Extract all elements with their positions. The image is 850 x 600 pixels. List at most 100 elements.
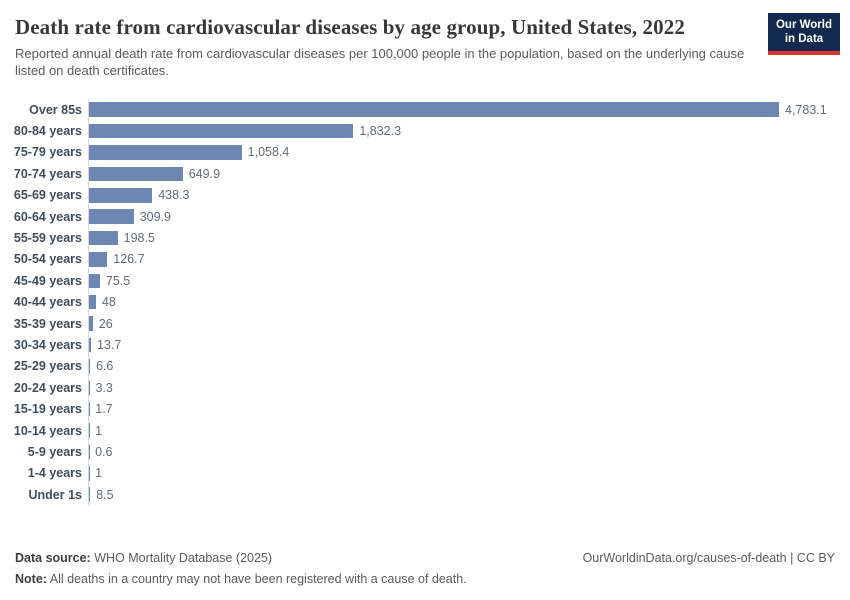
bar-value-label: 438.3 bbox=[158, 188, 190, 203]
bar-label: Under 1s bbox=[28, 487, 83, 502]
bar-row: 35-39 years 26 bbox=[0, 312, 850, 335]
bar[interactable] bbox=[89, 166, 183, 182]
bar-row: 25-29 years 6.6 bbox=[0, 355, 850, 378]
bar[interactable] bbox=[89, 316, 93, 331]
bar-track: 13.7 bbox=[88, 334, 850, 356]
bar-label: 70-74 years bbox=[13, 166, 82, 181]
bar-label: 25-29 years bbox=[13, 359, 82, 374]
bar-label: 50-54 years bbox=[13, 252, 82, 267]
bar-label: 55-59 years bbox=[13, 231, 82, 246]
page-subtitle: Reported annual death rate from cardiova… bbox=[15, 46, 745, 78]
bar[interactable] bbox=[89, 359, 90, 374]
chart-rows: Over 85s 4,783.1 80-84 years 1,832.3 75-79 y… bbox=[0, 99, 850, 506]
footer-row: Data source: WHO Mortality Database (202… bbox=[15, 550, 835, 566]
owid-logo: Our World in Data bbox=[768, 13, 840, 55]
bar-value-label: 198.5 bbox=[123, 231, 155, 246]
bar-value-label: 13.7 bbox=[96, 337, 122, 352]
bar[interactable] bbox=[89, 273, 100, 289]
bar-label: 5-9 years bbox=[27, 444, 82, 459]
bar-row: 55-59 years 198.5 bbox=[0, 227, 850, 249]
bar-track: 3.3 bbox=[88, 377, 850, 399]
bar[interactable] bbox=[89, 123, 354, 139]
bar-value-label: 309.9 bbox=[139, 209, 171, 224]
owid-url-license: OurWorldinData.org/causes-of-death | CC … bbox=[582, 551, 835, 565]
bar-track: 1 bbox=[88, 419, 850, 442]
chart-footer: Data source: WHO Mortality Database (202… bbox=[15, 550, 835, 587]
bar-value-label: 48 bbox=[101, 295, 116, 310]
bar[interactable] bbox=[89, 209, 134, 224]
data-source: Data source: WHO Mortality Database (202… bbox=[15, 550, 272, 566]
bar-label: 35-39 years bbox=[13, 316, 82, 331]
bar[interactable] bbox=[89, 294, 96, 310]
bar-value-label: 1 bbox=[95, 466, 103, 481]
bar-track: 1,058.4 bbox=[88, 141, 850, 164]
data-source-text: WHO Mortality Database (2025) bbox=[90, 551, 273, 565]
bar-label: 10-14 years bbox=[13, 423, 82, 438]
bar-track: 26 bbox=[88, 312, 850, 335]
bar-track: 438.3 bbox=[88, 184, 850, 206]
bar-track: 649.9 bbox=[88, 163, 850, 185]
bar-value-label: 4,783.1 bbox=[785, 102, 827, 117]
note-text: All deaths in a country may not have bee… bbox=[46, 572, 467, 586]
bar-label: 75-79 years bbox=[13, 145, 82, 160]
bar-row: 10-14 years 1 bbox=[0, 419, 850, 442]
bar-value-label: 649.9 bbox=[188, 166, 221, 181]
bar-chart: Over 85s 4,783.1 80-84 years 1,832.3 75-79 y… bbox=[0, 99, 850, 506]
bar-row: 75-79 years 1,058.4 bbox=[0, 141, 850, 164]
bar-track: 1.7 bbox=[88, 398, 850, 420]
bar[interactable] bbox=[89, 188, 153, 203]
bar-value-label: 26 bbox=[98, 316, 113, 331]
bar-track: 198.5 bbox=[88, 227, 850, 249]
bar-value-label: 0.6 bbox=[95, 444, 113, 459]
bar-row: 45-49 years 75.5 bbox=[0, 270, 850, 292]
bar-value-label: 126.7 bbox=[113, 252, 145, 267]
bar-label: 65-69 years bbox=[13, 188, 82, 203]
bar-track: 126.7 bbox=[88, 248, 850, 271]
bar-label: 20-24 years bbox=[13, 380, 82, 395]
bar-row: 5-9 years 0.6 bbox=[0, 441, 850, 463]
bar-value-label: 1,058.4 bbox=[247, 145, 290, 160]
bar-row: 20-24 years 3.3 bbox=[0, 377, 850, 399]
bar-row: 60-64 years 309.9 bbox=[0, 205, 850, 228]
bar-track: 1,832.3 bbox=[88, 120, 850, 142]
page-title: Death rate from cardiovascular diseases … bbox=[15, 15, 685, 39]
bar-value-label: 75.5 bbox=[105, 273, 131, 288]
bar-track: 1 bbox=[88, 462, 850, 485]
bar[interactable] bbox=[89, 230, 118, 246]
bar-row: Under 1s 8.5 bbox=[0, 484, 850, 506]
bar-track: 75.5 bbox=[88, 270, 850, 292]
bar-label: 45-49 years bbox=[13, 273, 82, 288]
bar-value-label: 1.7 bbox=[95, 402, 113, 417]
bar-row: 50-54 years 126.7 bbox=[0, 248, 850, 271]
note-label: Note: bbox=[15, 572, 47, 586]
bar-label: 15-19 years bbox=[13, 402, 82, 417]
bar-row: 70-74 years 649.9 bbox=[0, 163, 850, 185]
footer-note: Note: All deaths in a country may not ha… bbox=[15, 571, 835, 587]
bar-track: 0.6 bbox=[88, 441, 850, 463]
bar[interactable] bbox=[89, 252, 108, 267]
bar-row: 1-4 years 1 bbox=[0, 462, 850, 485]
bar-value-label: 1 bbox=[95, 423, 103, 438]
bar-row: 40-44 years 48 bbox=[0, 291, 850, 313]
bar-value-label: 6.6 bbox=[95, 359, 114, 374]
bar[interactable] bbox=[89, 487, 91, 502]
bar[interactable] bbox=[89, 337, 91, 353]
bar-track: 48 bbox=[88, 291, 850, 313]
bar-row: 30-34 years 13.7 bbox=[0, 334, 850, 356]
bar[interactable] bbox=[89, 145, 242, 160]
bar-value-label: 1,832.3 bbox=[359, 124, 402, 139]
data-source-label: Data source: bbox=[15, 551, 91, 565]
bar-row: 15-19 years 1.7 bbox=[0, 398, 850, 420]
bar-label: 80-84 years bbox=[13, 124, 82, 139]
bar-label: 30-34 years bbox=[13, 337, 82, 352]
bar-value-label: 8.5 bbox=[96, 487, 114, 502]
bar-track: 8.5 bbox=[88, 484, 850, 506]
chart-titles: Death rate from cardiovascular diseases … bbox=[15, 14, 755, 79]
bar-label: 40-44 years bbox=[13, 295, 82, 310]
chart-header: Death rate from cardiovascular diseases … bbox=[0, 0, 850, 79]
owid-logo-line2: in Data bbox=[784, 33, 824, 45]
bar-label: Over 85s bbox=[29, 102, 82, 117]
bar[interactable] bbox=[89, 102, 779, 117]
bar-value-label: 3.3 bbox=[95, 380, 113, 395]
bar-label: 1-4 years bbox=[27, 466, 82, 481]
